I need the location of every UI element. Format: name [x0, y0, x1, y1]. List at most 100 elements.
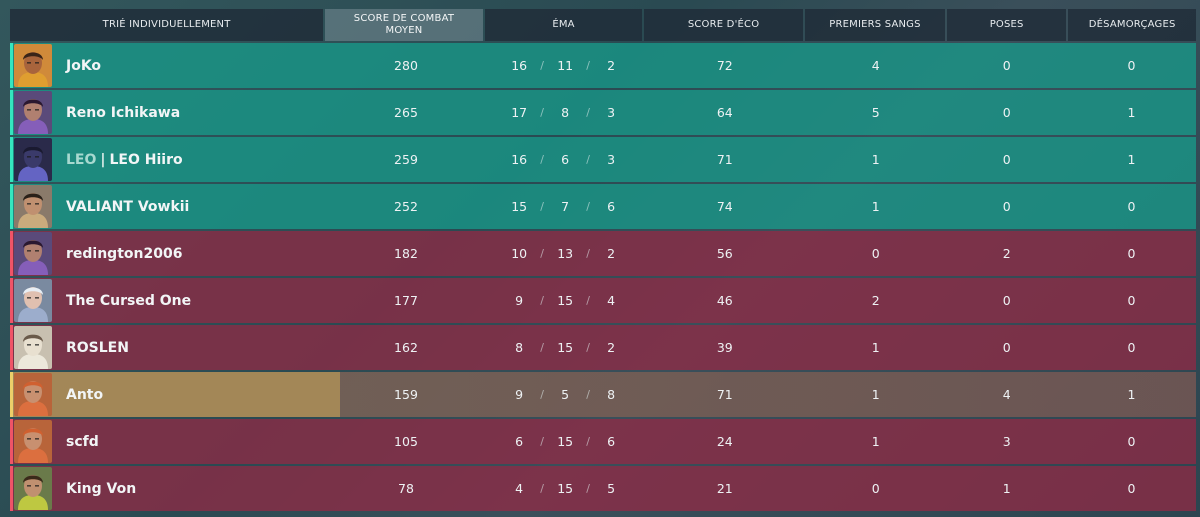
player-cell[interactable]: JoKo — [10, 43, 326, 88]
defuses-value: 0 — [1127, 246, 1136, 261]
econ-value: 56 — [716, 246, 733, 261]
team-stripe — [10, 137, 13, 182]
acs-column-label: SCORE DE COMBAT MOYEN — [353, 13, 455, 36]
player-cell[interactable]: King Von — [10, 466, 326, 511]
self-highlight-band — [340, 372, 1196, 417]
team-stripe — [10, 419, 13, 464]
team-stripe — [10, 325, 13, 370]
assists-value: 8 — [607, 387, 616, 402]
kda-value: 16 / 11 / 2 — [486, 43, 645, 88]
scoreboard-header: TRIÉ INDIVIDUELLEMENT SCORE DE COMBAT MOY… — [10, 9, 1196, 41]
deaths-value: 7 — [561, 199, 570, 214]
player-row[interactable]: ROSLEN 162 8 / 15 / 2 39 1 0 0 — [10, 325, 1196, 370]
acs-value: 259 — [394, 152, 418, 167]
assists-value: 5 — [607, 481, 616, 496]
self-highlight — [10, 372, 340, 417]
agent-sova-icon — [14, 420, 52, 463]
econ-value: 71 — [716, 152, 733, 167]
acs-value: 159 — [394, 387, 418, 402]
player-row[interactable]: redington2006 182 10 / 13 / 2 56 0 2 0 — [10, 231, 1196, 276]
kda-value: 6 / 15 / 6 — [486, 419, 645, 464]
player-row[interactable]: VALIANT Vowkii 252 15 / 7 / 6 74 1 0 0 — [10, 184, 1196, 229]
player-name: LEO | LEO Hiiro — [66, 151, 183, 168]
player-row[interactable]: Reno Ichikawa 265 17 / 8 / 3 64 5 0 1 — [10, 90, 1196, 135]
acs-column-header[interactable]: SCORE DE COMBAT MOYEN — [325, 9, 483, 41]
plants-value: 0 — [1002, 58, 1011, 73]
kda-value: 9 / 15 / 4 — [486, 278, 645, 323]
agent-reyna-icon — [14, 232, 52, 275]
acs-value: 162 — [394, 340, 418, 355]
kills-value: 10 — [511, 246, 528, 261]
first-bloods-value: 0 — [871, 246, 880, 261]
player-row[interactable]: JoKo 280 16 / 11 / 2 72 4 0 0 — [10, 43, 1196, 88]
kills-value: 4 — [515, 481, 524, 496]
team-stripe — [10, 278, 13, 323]
defuses-value: 0 — [1127, 481, 1136, 496]
first-bloods-column-header[interactable]: PREMIERS SANGS — [804, 9, 946, 41]
player-name: King Von — [66, 480, 137, 497]
agent-omen-icon — [14, 138, 52, 181]
player-cell[interactable]: LEO | LEO Hiiro — [10, 137, 326, 182]
player-row[interactable]: The Cursed One 177 9 / 15 / 4 46 2 0 0 — [10, 278, 1196, 323]
player-cell[interactable]: scfd — [10, 419, 326, 464]
kills-value: 16 — [511, 58, 528, 73]
player-name: ROSLEN — [66, 339, 129, 356]
plants-column-header[interactable]: POSES — [947, 9, 1067, 41]
sort-mode-label: TRIÉ INDIVIDUELLEMENT — [102, 19, 231, 30]
plants-value: 1 — [1002, 481, 1011, 496]
team-stripe — [10, 90, 13, 135]
player-cell[interactable]: The Cursed One — [10, 278, 326, 323]
agent-reyna-icon — [14, 91, 52, 134]
kda-value: 4 / 15 / 5 — [486, 466, 645, 511]
team-stripe — [10, 372, 13, 417]
player-cell[interactable]: Reno Ichikawa — [10, 90, 326, 135]
econ-value: 64 — [716, 105, 733, 120]
player-name: The Cursed One — [66, 292, 192, 309]
acs-value: 78 — [398, 481, 414, 496]
player-cell[interactable]: Anto — [10, 372, 326, 417]
acs-value: 252 — [394, 199, 418, 214]
player-row[interactable]: scfd 105 6 / 15 / 6 24 1 3 0 — [10, 419, 1196, 464]
plants-value: 0 — [1002, 293, 1011, 308]
defuses-value: 0 — [1127, 434, 1136, 449]
kills-value: 9 — [515, 293, 524, 308]
kda-value: 8 / 15 / 2 — [486, 325, 645, 370]
player-row[interactable]: King Von 78 4 / 15 / 5 21 0 1 0 — [10, 466, 1196, 511]
assists-value: 2 — [607, 246, 616, 261]
agent-jett-icon — [14, 279, 52, 322]
player-cell[interactable]: redington2006 — [10, 231, 326, 276]
defuses-value: 1 — [1127, 152, 1136, 167]
defuses-value: 1 — [1127, 387, 1136, 402]
plants-value: 4 — [1002, 387, 1011, 402]
kda-value: 9 / 5 / 8 — [486, 372, 645, 417]
kda-column-label: ÉMA — [552, 19, 575, 30]
player-row[interactable]: LEO | LEO Hiiro 259 16 / 6 / 3 71 1 0 1 — [10, 137, 1196, 182]
deaths-value: 13 — [557, 246, 574, 261]
player-name: scfd — [66, 433, 99, 450]
agent-sova-icon — [14, 373, 52, 416]
plants-column-label: POSES — [989, 19, 1024, 30]
sort-mode-header[interactable]: TRIÉ INDIVIDUELLEMENT — [10, 9, 324, 41]
defuses-column-header[interactable]: DÉSAMORÇAGES — [1068, 9, 1196, 41]
acs-value: 280 — [394, 58, 418, 73]
assists-value: 6 — [607, 434, 616, 449]
defuses-value: 1 — [1127, 105, 1136, 120]
player-cell[interactable]: ROSLEN — [10, 325, 326, 370]
first-bloods-value: 1 — [871, 387, 880, 402]
plants-value: 3 — [1002, 434, 1011, 449]
defuses-value: 0 — [1127, 293, 1136, 308]
first-bloods-value: 5 — [871, 105, 880, 120]
player-row[interactable]: Anto 159 9 / 5 / 8 71 1 4 1 — [10, 372, 1196, 417]
defuses-value: 0 — [1127, 199, 1136, 214]
assists-value: 6 — [607, 199, 616, 214]
econ-column-header[interactable]: SCORE D'ÉCO — [644, 9, 803, 41]
econ-value: 21 — [716, 481, 733, 496]
first-bloods-value: 2 — [871, 293, 880, 308]
plants-value: 0 — [1002, 340, 1011, 355]
player-cell[interactable]: VALIANT Vowkii — [10, 184, 326, 229]
kills-value: 8 — [515, 340, 524, 355]
assists-value: 4 — [607, 293, 616, 308]
player-name: VALIANT Vowkii — [66, 198, 190, 215]
kills-value: 17 — [511, 105, 528, 120]
kda-column-header[interactable]: ÉMA — [484, 9, 643, 41]
